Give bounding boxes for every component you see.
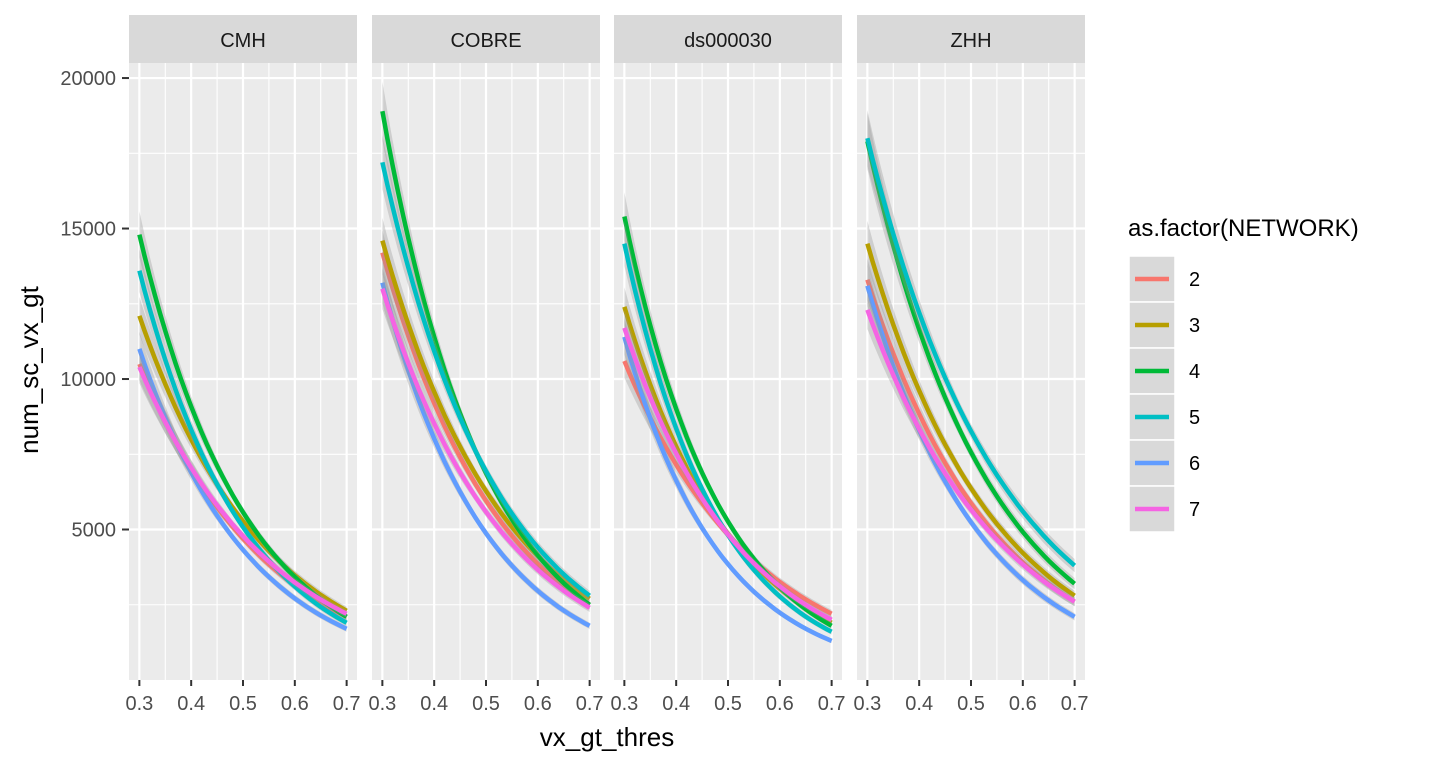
series-line-network-6	[622, 336, 833, 643]
facet-strip-label: ds000030	[684, 30, 772, 52]
legend-entry-2: 2	[1128, 255, 1200, 303]
x-tick-label: 0.4	[420, 693, 448, 715]
series-line-network-5	[865, 137, 1077, 568]
x-axis-title: vx_gt_thres	[540, 722, 674, 752]
series-line-network-7	[865, 309, 1076, 604]
x-tick-label: 0.6	[1009, 693, 1037, 715]
series-line-network-5	[137, 270, 348, 625]
series-line-network-4	[622, 216, 833, 628]
series-line-network-6	[380, 282, 591, 628]
x-tick-label: 0.7	[576, 693, 604, 715]
legend-label: 5	[1189, 407, 1200, 429]
x-tick-label: 0.6	[281, 693, 309, 715]
facet-strip	[614, 15, 842, 63]
legend-entry-7: 7	[1128, 485, 1200, 533]
y-tick-label: 15000	[60, 219, 116, 241]
x-tick-label: 0.3	[610, 693, 638, 715]
legend-label: 6	[1189, 453, 1200, 475]
x-tick-label: 0.7	[1061, 693, 1089, 715]
x-tick-label: 0.5	[714, 693, 742, 715]
x-tick-label: 0.5	[957, 693, 985, 715]
legend-entries: 2 3 4 5 6 7	[1128, 255, 1200, 533]
x-tick-label: 0.5	[229, 693, 257, 715]
x-tick-label: 0.7	[333, 693, 361, 715]
facet-panel-cobre: COBRE	[372, 15, 600, 680]
series-line-network-2	[380, 251, 591, 607]
x-tick-label: 0.6	[766, 693, 794, 715]
facet-strip-label: CMH	[220, 30, 266, 52]
legend: as.factor(NETWORK) 2 3 4 5 6 7	[1128, 215, 1359, 533]
series-line-network-7	[622, 327, 833, 622]
legend-label: 3	[1189, 315, 1200, 337]
x-tick-label: 0.6	[524, 693, 552, 715]
facet-strip	[857, 15, 1085, 63]
legend-entry-4: 4	[1128, 347, 1200, 395]
y-tick-label: 5000	[72, 520, 117, 542]
facet-panel-zhh: ZHH	[857, 15, 1085, 680]
x-tick-label: 0.4	[905, 693, 933, 715]
y-tick-label: 20000	[60, 68, 116, 90]
x-tick-label: 0.4	[177, 693, 205, 715]
facet-panels: CMH COBRE ds000030 ZHH	[129, 15, 1085, 680]
x-tick-label: 0.4	[662, 693, 690, 715]
x-tick-label: 0.3	[125, 693, 153, 715]
y-axis-title: num_sc_vx_gt	[14, 285, 44, 453]
legend-label: 4	[1189, 361, 1200, 383]
legend-entry-3: 3	[1128, 301, 1200, 349]
x-tick-label: 0.7	[818, 693, 846, 715]
y-tick-label: 10000	[60, 369, 116, 391]
facet-panel-cmh: CMH	[129, 15, 357, 680]
legend-title: as.factor(NETWORK)	[1128, 215, 1359, 242]
series-line-network-5	[380, 161, 591, 598]
x-tick-label: 0.3	[853, 693, 881, 715]
legend-label: 2	[1189, 269, 1200, 291]
series-line-network-3	[865, 242, 1076, 598]
legend-label: 7	[1189, 499, 1200, 521]
y-axis: 5000 10000 15000 20000	[60, 68, 129, 542]
legend-entry-5: 5	[1128, 393, 1200, 441]
facet-strip	[129, 15, 357, 63]
series-line-network-3	[137, 315, 348, 613]
facet-strip-label: ZHH	[950, 30, 991, 52]
facet-strip-label: COBRE	[450, 30, 521, 52]
legend-entry-6: 6	[1128, 439, 1200, 487]
x-tick-label: 0.5	[472, 693, 500, 715]
facet-panel-ds000030: ds000030	[614, 15, 842, 680]
series-line-network-7	[380, 288, 591, 610]
series-line-network-4	[865, 140, 1077, 586]
series-line-network-7	[137, 366, 348, 616]
x-axis: 0.3 0.4 0.5 0.6 0.7 0.3 0.4 0.5 0.6 0.7 0.3 0.4 0.5 0…	[125, 680, 1089, 715]
x-tick-label: 0.3	[368, 693, 396, 715]
facet-strip	[372, 15, 600, 63]
